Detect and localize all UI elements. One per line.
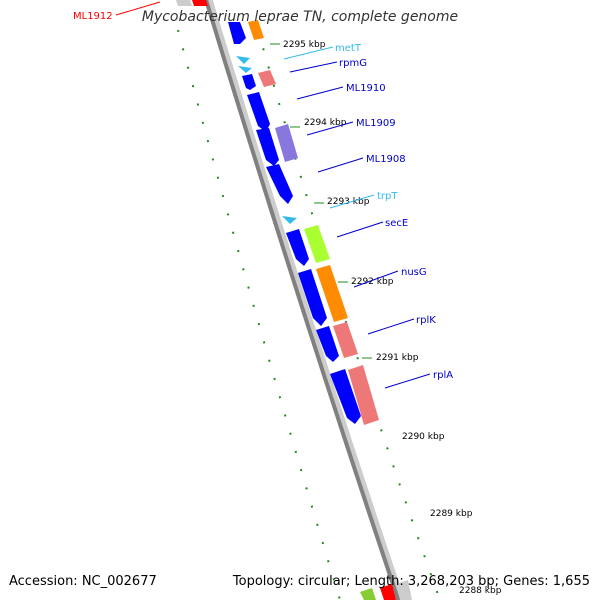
genome-backbone-shadow (205, 0, 405, 600)
feature-orange-top (248, 20, 264, 40)
gene-label-ml1908: ML1908 (366, 154, 406, 165)
feature-salmon (333, 322, 358, 358)
cds-arrow (286, 229, 309, 266)
tick-label: 2295 kbp (283, 40, 326, 50)
tick-label: 2294 kbp (304, 118, 347, 128)
feature-bottom-grey (396, 580, 412, 600)
label-line (283, 46, 334, 60)
feature-bottom-lime (360, 588, 376, 600)
label-line (336, 221, 384, 238)
gene-label-rpla: rplA (433, 370, 453, 381)
feature-purple (275, 124, 298, 162)
feature-orange (316, 265, 348, 322)
cds-arrow (330, 369, 361, 424)
trna-marker (236, 56, 250, 64)
cds-arrow (228, 22, 246, 44)
cds-arrow (298, 269, 327, 326)
cds-arrow (256, 128, 279, 166)
tick-label: 2289 kbp (430, 509, 473, 519)
gene-label-rplk: rplK (416, 315, 436, 326)
label-line (384, 373, 431, 389)
tick-label: 2288 kbp (459, 586, 502, 596)
gene-label-ml1909: ML1909 (356, 118, 396, 129)
gene-label-rpmg: rpmG (339, 58, 367, 69)
feature-salmon-rpmg (258, 70, 276, 87)
tick-label: 2292 kbp (351, 277, 394, 287)
feature-top-grey (176, 0, 192, 6)
cds-arrow (316, 326, 339, 362)
label-line (329, 194, 375, 209)
tick-label: 2290 kbp (402, 432, 445, 442)
tick-label: 2291 kbp (376, 353, 419, 363)
gene-label-ml1912: ML1912 (73, 11, 113, 22)
cds-arrow (242, 74, 256, 90)
cds-arrow (266, 164, 293, 204)
gc-track-right (257, 29, 441, 600)
gene-label-nusg: nusG (401, 267, 427, 278)
label-line (353, 270, 399, 288)
label-line (306, 121, 354, 136)
feature-lime (304, 225, 330, 263)
genome-backbone (203, 0, 401, 600)
tick-label: 2293 kbp (327, 197, 370, 207)
feature-salmon-large (348, 365, 379, 425)
genome-summary: Topology: circular; Length: 3,268,203 bp… (232, 574, 590, 589)
trna-marker (238, 66, 252, 73)
trna-marker (282, 216, 297, 224)
gene-label-trpt: trpT (377, 191, 398, 202)
feature-ml1912 (192, 0, 208, 6)
label-line (317, 157, 364, 173)
label-line (367, 318, 415, 335)
label-line (289, 61, 338, 73)
gene-label-mett: metT (335, 43, 362, 54)
gene-label-ml1910: ML1910 (346, 83, 386, 94)
gene-label-sece: secE (385, 218, 408, 229)
map-title: Mycobacterium leprae TN, complete genome (141, 9, 459, 25)
feature-bottom-red (380, 584, 396, 600)
accession-label: Accession: NC_002677 (9, 574, 157, 589)
label-line (296, 86, 344, 100)
label-line (115, 1, 161, 16)
cds-arrow (247, 92, 270, 132)
